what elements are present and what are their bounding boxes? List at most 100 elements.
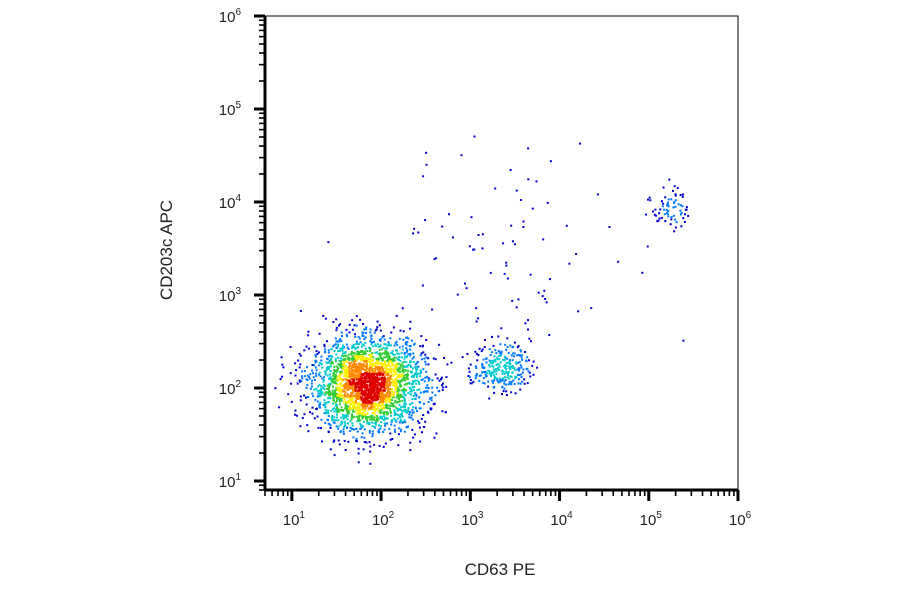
event-point: [504, 379, 507, 381]
event-point: [388, 400, 391, 402]
event-point: [348, 379, 351, 382]
event-point: [422, 351, 425, 354]
event-point: [347, 422, 349, 425]
event-point: [404, 365, 407, 368]
event-point: [324, 351, 327, 354]
event-point: [349, 430, 352, 432]
event-point: [384, 406, 387, 409]
event-point: [406, 382, 409, 385]
event-point: [370, 393, 373, 396]
event-point: [497, 366, 500, 369]
event-point: [667, 210, 670, 213]
event-point: [502, 358, 505, 361]
event-point: [369, 407, 372, 410]
event-point: [505, 261, 508, 264]
event-point: [383, 428, 386, 431]
event-point: [311, 379, 313, 382]
event-point: [392, 384, 395, 387]
event-point: [426, 384, 429, 387]
event-point: [590, 307, 593, 310]
event-point: [354, 347, 357, 350]
event-point: [357, 389, 360, 392]
event-point: [395, 362, 398, 365]
event-point: [343, 390, 345, 392]
event-point: [579, 142, 582, 145]
event-point: [388, 344, 391, 347]
event-point: [398, 346, 401, 349]
event-point: [316, 407, 318, 410]
event-point: [326, 401, 329, 404]
event-point: [384, 343, 387, 346]
event-point: [346, 379, 349, 381]
event-point: [324, 421, 327, 424]
event-point: [356, 430, 359, 433]
event-point: [385, 384, 387, 387]
event-point: [396, 408, 399, 411]
event-point: [370, 404, 373, 406]
event-point: [348, 370, 351, 372]
event-point: [335, 371, 338, 374]
event-point: [382, 346, 385, 349]
event-point: [670, 198, 673, 201]
event-point: [389, 370, 392, 372]
event-point: [443, 357, 446, 359]
event-point: [440, 378, 442, 381]
y-tick-label: 102: [219, 379, 242, 398]
event-point: [403, 377, 406, 380]
event-point: [400, 356, 403, 359]
event-point: [362, 372, 364, 375]
event-point: [482, 371, 485, 373]
event-point: [364, 415, 367, 418]
event-point: [356, 370, 359, 373]
event-point: [401, 374, 404, 377]
event-point: [348, 366, 351, 369]
event-point: [364, 336, 367, 339]
event-point: [358, 376, 361, 379]
event-point: [397, 414, 400, 417]
event-point: [351, 405, 354, 408]
event-point: [369, 340, 372, 343]
event-point: [368, 373, 371, 376]
event-point: [289, 346, 292, 348]
event-point: [369, 384, 372, 387]
event-point: [418, 407, 421, 410]
event-point: [510, 391, 513, 394]
event-point: [359, 369, 362, 372]
event-point: [360, 376, 363, 379]
event-point: [511, 240, 514, 243]
event-point: [303, 349, 306, 352]
event-point: [512, 379, 515, 382]
event-point: [371, 387, 374, 390]
event-point: [409, 441, 412, 444]
event-point: [405, 336, 408, 339]
event-point: [349, 426, 352, 429]
event-point: [491, 362, 494, 365]
event-point: [513, 352, 516, 355]
event-point: [519, 364, 522, 367]
event-point: [510, 380, 513, 383]
event-point: [423, 357, 426, 360]
event-point: [371, 398, 374, 401]
event-point: [368, 400, 371, 403]
event-point: [340, 362, 342, 365]
event-point: [306, 374, 309, 377]
event-point: [665, 208, 668, 211]
event-point: [658, 217, 661, 220]
event-point: [377, 398, 380, 401]
event-point: [370, 354, 373, 357]
event-point: [341, 388, 344, 391]
event-point: [367, 360, 370, 363]
event-point: [356, 402, 359, 405]
event-point: [386, 371, 389, 373]
event-point: [306, 384, 309, 387]
event-point: [398, 415, 401, 418]
event-point: [368, 369, 371, 372]
event-point: [327, 387, 330, 390]
event-point: [335, 346, 338, 349]
event-point: [373, 404, 376, 407]
event-point: [331, 389, 334, 392]
event-point: [362, 335, 365, 338]
event-point: [359, 318, 362, 321]
event-point: [369, 348, 372, 351]
event-point: [409, 449, 412, 452]
